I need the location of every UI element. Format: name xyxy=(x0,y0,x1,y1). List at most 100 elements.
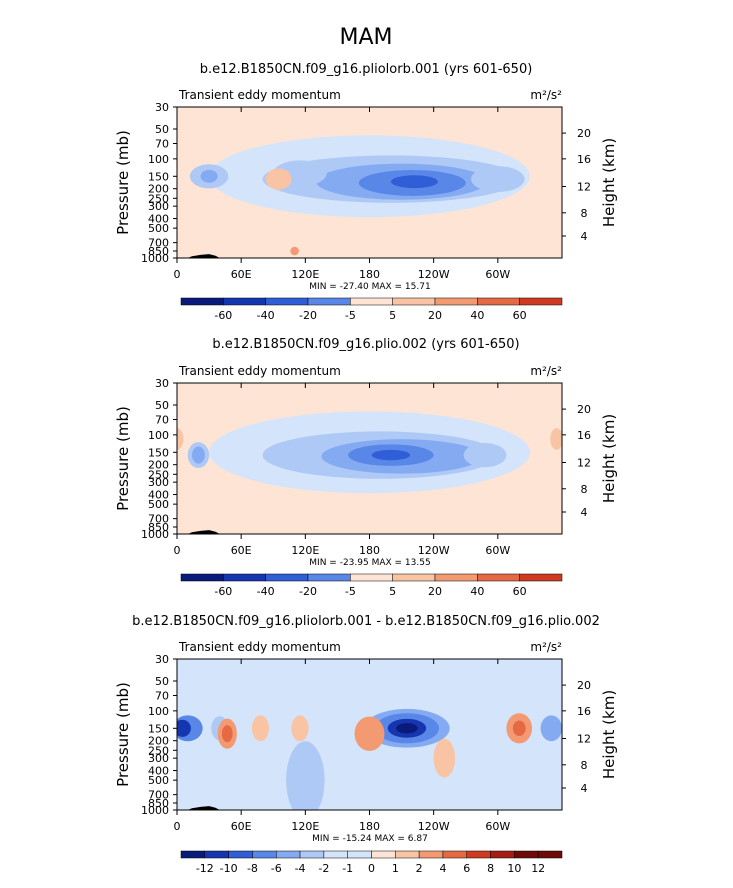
y-tick-label: 300 xyxy=(148,752,169,765)
x-tick-label: 60W xyxy=(485,820,510,833)
colorbar-cell xyxy=(223,573,266,582)
panel-title: b.e12.B1850CN.f09_g16.plio.002 (yrs 601-… xyxy=(212,337,519,352)
colorbar-cell xyxy=(307,573,351,582)
y-right-axis-label: Height (km) xyxy=(600,138,618,227)
colorbar-label: -10 xyxy=(220,862,238,875)
y-right-tick-label: 16 xyxy=(577,705,591,718)
colorbar-label: 20 xyxy=(428,309,442,322)
x-tick-label: 60E xyxy=(231,268,252,281)
positive-contour xyxy=(221,725,233,743)
x-tick-label: 0 xyxy=(174,268,181,281)
colorbar-cell xyxy=(442,850,467,859)
min-max-stats: MIN = -27.40 MAX = 15.71 xyxy=(309,282,430,292)
x-tick-label: 180 xyxy=(359,268,380,281)
colorbar-label: -1 xyxy=(342,862,353,875)
colorbar-cell xyxy=(392,573,436,582)
colorbar-cell xyxy=(395,850,420,859)
y-tick-label: 150 xyxy=(148,722,169,735)
y-right-tick-label: 16 xyxy=(577,429,591,442)
y-tick-label: 250 xyxy=(148,744,169,757)
y-right-tick-label: 12 xyxy=(577,456,591,469)
y-right-tick-label: 8 xyxy=(581,759,588,772)
positive-contour xyxy=(265,168,292,190)
contour-field xyxy=(189,135,530,256)
colorbar-cell xyxy=(252,850,277,859)
y-tick-label: 250 xyxy=(148,468,169,481)
colorbar-cell xyxy=(180,850,206,859)
y-right-tick-label: 20 xyxy=(577,403,591,416)
y-tick-label: 70 xyxy=(155,413,169,426)
colorbar-label: 40 xyxy=(470,585,484,598)
colorbar-label: 20 xyxy=(428,585,442,598)
min-max-stats: MIN = -23.95 MAX = 13.55 xyxy=(309,558,430,568)
y-right-axis-label: Height (km) xyxy=(600,690,618,779)
topography xyxy=(187,530,220,534)
negative-contour xyxy=(191,446,205,464)
negative-contour xyxy=(371,449,411,461)
colorbar-cell xyxy=(519,573,563,582)
y-tick-label: 250 xyxy=(148,192,169,205)
colorbar-cell xyxy=(519,297,563,306)
colorbar-cell xyxy=(537,850,563,859)
positive-contour xyxy=(512,720,526,737)
colorbar-label: 12 xyxy=(531,862,545,875)
colorbar-cell xyxy=(347,850,372,859)
negative-contour xyxy=(286,741,325,810)
colorbar-cell xyxy=(434,573,478,582)
y-tick-label: 400 xyxy=(148,213,169,226)
topography xyxy=(187,806,220,810)
y-tick-label: 500 xyxy=(148,222,169,235)
colorbar-label: 60 xyxy=(513,309,527,322)
colorbar-cell xyxy=(434,297,478,306)
x-tick-label: 0 xyxy=(174,820,181,833)
y-tick-label: 50 xyxy=(155,123,169,136)
topography xyxy=(187,254,220,258)
colorbar-cell xyxy=(350,573,393,582)
y-tick-label: 70 xyxy=(155,137,169,150)
x-tick-label: 120E xyxy=(291,820,319,833)
colorbar-label: -5 xyxy=(345,585,356,598)
y-axis-label: Pressure (mb) xyxy=(114,682,132,787)
colorbar-label: 1 xyxy=(392,862,399,875)
y-tick-label: 200 xyxy=(148,183,169,196)
panel-units: m²/s² xyxy=(530,364,562,378)
negative-contour xyxy=(177,719,191,737)
x-tick-label: 120W xyxy=(418,268,450,281)
colorbar-cell xyxy=(418,850,444,859)
panel-left-label: Transient eddy momentum xyxy=(178,88,341,102)
colorbar-label: 10 xyxy=(507,862,521,875)
colorbar-cell xyxy=(265,297,309,306)
colorbar-cell xyxy=(307,297,351,306)
colorbar-label: 5 xyxy=(389,309,396,322)
colorbar-cell xyxy=(514,850,539,859)
y-tick-label: 100 xyxy=(148,429,169,442)
contour-field xyxy=(177,411,562,494)
y-right-tick-label: 12 xyxy=(577,180,591,193)
colorbar-label: -40 xyxy=(257,309,275,322)
colorbar-label: -6 xyxy=(271,862,282,875)
panel-title: b.e12.B1850CN.f09_g16.pliolorb.001 - b.e… xyxy=(132,614,600,629)
x-tick-label: 120W xyxy=(418,820,450,833)
y-axis-label: Pressure (mb) xyxy=(114,130,132,235)
x-tick-label: 180 xyxy=(359,544,380,557)
colorbar-label: -5 xyxy=(345,309,356,322)
x-tick-label: 120E xyxy=(291,544,319,557)
panel-units: m²/s² xyxy=(530,88,562,102)
chart-panel-1: b.e12.B1850CN.f09_g16.pliolorb.001 (yrs … xyxy=(114,62,618,322)
colorbar-cell xyxy=(276,850,301,859)
colorbar-cell xyxy=(228,850,253,859)
y-right-tick-label: 20 xyxy=(577,679,591,692)
y-tick-label: 100 xyxy=(148,153,169,166)
positive-contour xyxy=(433,738,456,778)
colorbar-label: 40 xyxy=(470,309,484,322)
colorbar-cell xyxy=(223,297,266,306)
y-tick-label: 200 xyxy=(148,459,169,472)
y-tick-label: 1000 xyxy=(141,528,169,541)
positive-contour xyxy=(251,715,269,742)
y-tick-label: 30 xyxy=(155,377,169,390)
y-right-axis-label: Height (km) xyxy=(600,414,618,503)
colorbar-label: -60 xyxy=(214,309,232,322)
negative-contour xyxy=(540,715,562,742)
colorbar-label: -4 xyxy=(295,862,306,875)
